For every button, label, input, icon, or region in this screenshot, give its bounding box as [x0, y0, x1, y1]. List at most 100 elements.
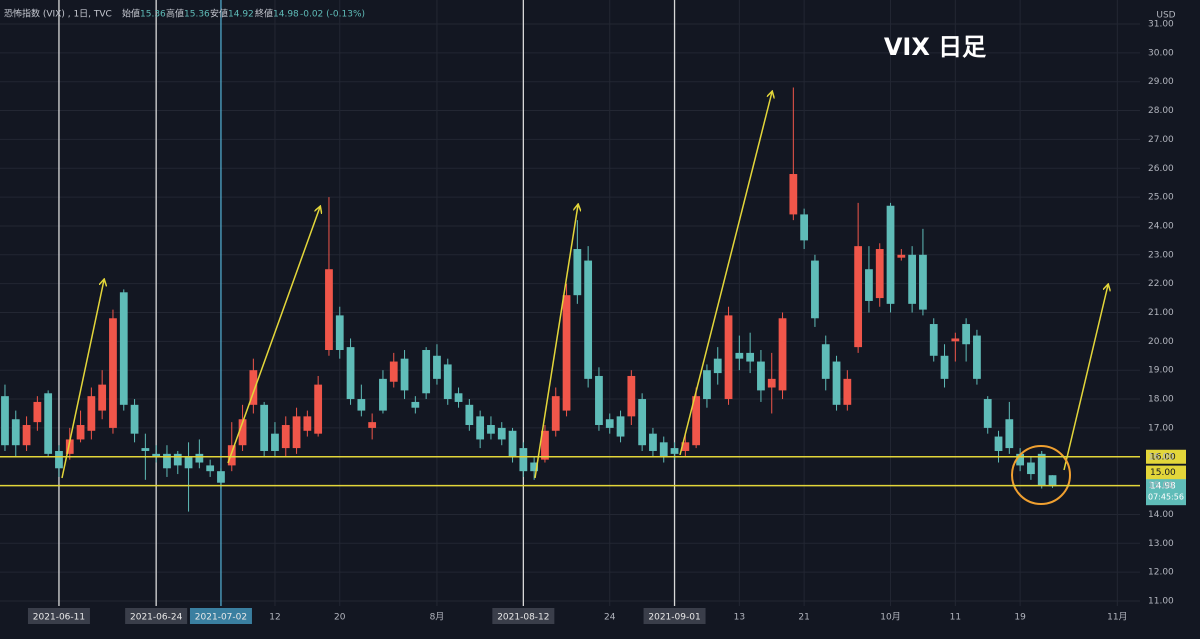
candle-body — [433, 355, 441, 379]
candle-body — [163, 453, 171, 469]
y-tick-label: 27.00 — [1148, 135, 1174, 145]
candle-body — [130, 404, 139, 434]
trend-arrows — [61, 92, 1108, 479]
candle-body — [551, 396, 560, 431]
price-tag — [1146, 449, 1186, 464]
x-tick-label: 13 — [734, 613, 745, 623]
close: 14.98 — [273, 10, 299, 20]
x-tick-label: 2021-07-02 — [195, 613, 247, 623]
candle-body — [919, 254, 927, 310]
candle-body — [519, 448, 528, 472]
candle-body — [638, 399, 647, 446]
candle-body — [260, 404, 269, 451]
candle-body — [724, 315, 733, 400]
candle-body — [811, 260, 819, 319]
open: 15.36 — [140, 10, 166, 20]
y-tick-label: 13.00 — [1148, 539, 1174, 549]
candle-body — [206, 465, 215, 472]
candle-body — [476, 416, 485, 440]
candle-body — [584, 260, 593, 379]
candle-body — [346, 347, 355, 400]
candle-body — [605, 419, 614, 428]
low-label: 安値 — [210, 8, 228, 20]
y-tick-label: 26.00 — [1148, 164, 1174, 174]
candle-body — [1, 396, 9, 446]
candle-body — [465, 404, 474, 426]
arrow — [679, 92, 772, 456]
y-tick-label: 21.00 — [1148, 308, 1174, 318]
candle-body — [22, 425, 31, 446]
header: 恐怖指数 (VIX) , 1日, TVC 始値 15.36 高値 15.36 安… — [4, 8, 365, 20]
x-tick-label: 20 — [334, 613, 346, 623]
candle-body — [238, 419, 247, 446]
y-tick-label: 30.00 — [1148, 48, 1174, 58]
y-tick-label: 23.00 — [1148, 250, 1174, 260]
candle-body — [335, 315, 344, 351]
candle-body — [649, 433, 657, 451]
currency: USD — [1156, 11, 1175, 21]
x-tick-label: 19 — [1014, 613, 1026, 623]
candle-body — [692, 396, 701, 446]
candle-body — [1027, 462, 1035, 475]
candle-body — [1016, 453, 1025, 466]
candle-body — [1048, 475, 1057, 487]
high-label: 高値 — [166, 8, 184, 20]
price-axis — [1140, 0, 1200, 639]
candle-body — [411, 401, 420, 408]
candle-body — [487, 425, 495, 434]
change: -0.02 (-0.13%) — [300, 10, 365, 20]
arrow — [227, 207, 320, 464]
x-tick-box — [27, 608, 90, 624]
y-tick-label: 25.00 — [1148, 193, 1174, 203]
high: 15.36 — [184, 10, 210, 20]
price-tag-label: 15.00 — [1150, 468, 1176, 478]
candle-body — [1005, 419, 1014, 449]
close-label: 終値 — [255, 8, 273, 20]
candle-body — [854, 246, 863, 348]
x-tick-label: 11月 — [1107, 612, 1127, 623]
candle-body — [897, 254, 906, 258]
candle-body — [1037, 453, 1046, 486]
x-tick-label: 10月 — [880, 612, 900, 623]
candle-body — [508, 430, 517, 457]
candle-body — [443, 364, 452, 400]
x-tick-box — [189, 608, 252, 624]
arrow — [534, 205, 578, 479]
y-tick-label: 28.00 — [1148, 106, 1174, 116]
x-tick-label: 2021-08-12 — [497, 613, 549, 623]
candle-body — [875, 249, 884, 299]
chart-title: VIX 日足 — [884, 33, 986, 61]
arrow — [1063, 285, 1108, 471]
candle-body — [713, 358, 722, 374]
candle-body — [983, 399, 992, 428]
candle-body — [217, 471, 225, 483]
candle-body — [454, 393, 463, 402]
candle-body — [357, 399, 366, 411]
low: 14.92 — [228, 10, 254, 20]
candle-body — [33, 401, 42, 423]
candle-body — [368, 422, 377, 428]
arrow — [61, 280, 104, 479]
candle-body — [389, 361, 398, 382]
y-tick-label: 29.00 — [1148, 77, 1174, 87]
candle-body — [994, 436, 1003, 451]
candle-body — [735, 352, 744, 359]
candle-body — [422, 350, 431, 394]
candle-body — [670, 448, 679, 454]
candle-body — [530, 462, 539, 472]
candle-body — [767, 378, 776, 388]
candle-body — [292, 416, 301, 449]
candle-body — [832, 361, 841, 405]
candle-body — [865, 269, 873, 301]
candle-body — [789, 174, 798, 215]
x-tick-label: 2021-06-24 — [130, 613, 183, 623]
y-tick-label: 17.00 — [1148, 423, 1174, 433]
candle-body — [141, 448, 150, 451]
candle-body — [65, 439, 74, 454]
candle-body — [249, 370, 258, 405]
candle-body — [821, 344, 830, 379]
candle-body — [55, 450, 63, 469]
candle-body — [940, 355, 949, 379]
last-price: 14.98 — [1150, 482, 1176, 492]
